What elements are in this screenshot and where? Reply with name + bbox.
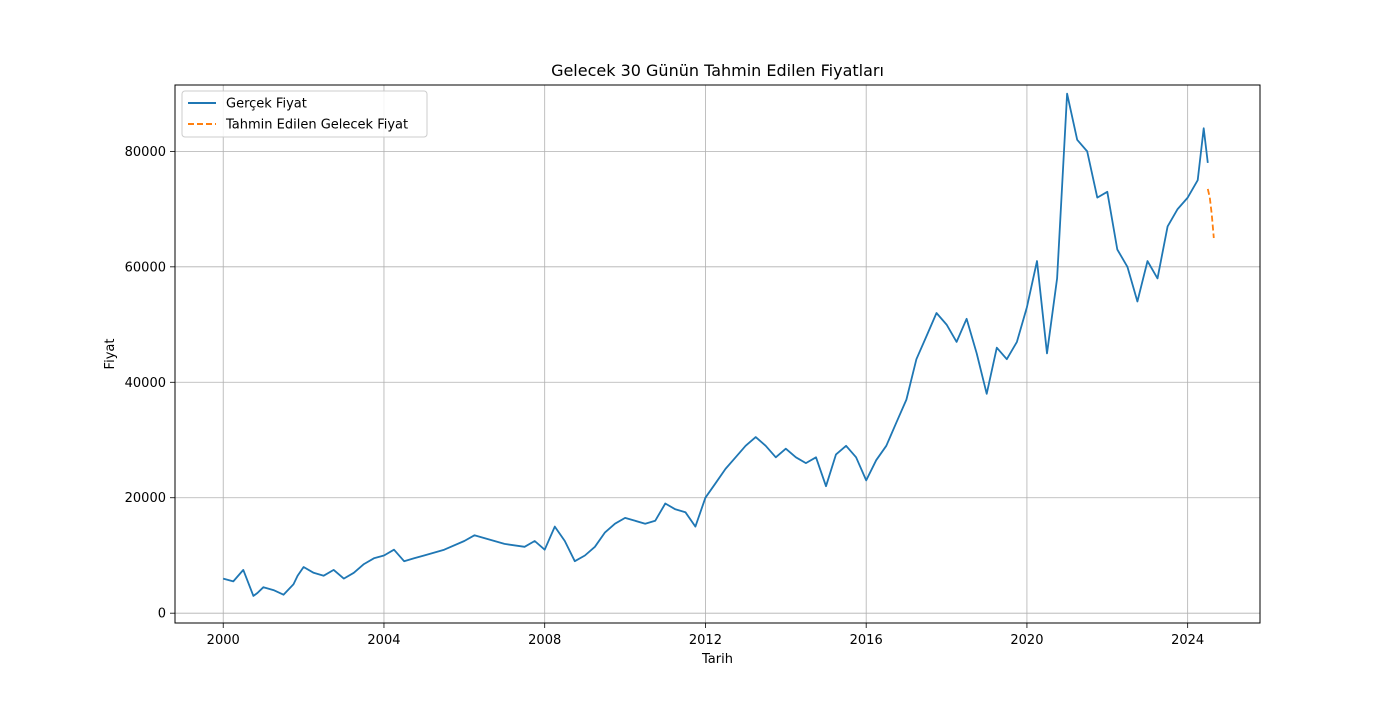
series-line-0 [222, 92, 1209, 597]
x-tick-label: 2024 [1171, 633, 1204, 648]
x-tick-label: 2016 [850, 633, 883, 648]
legend-label-forecast: Tahmin Edilen Gelecek Fiyat [225, 118, 408, 133]
legend: Gerçek Fiyat Tahmin Edilen Gelecek Fiyat [181, 90, 428, 138]
legend-box [181, 90, 428, 138]
x-tick-label: 2020 [1010, 633, 1043, 648]
x-axis: 2000 2004 2008 2012 2016 2020 2024 [207, 623, 1204, 648]
chart-title: Gelecek 30 Günün Tahmin Edilen Fiyatları [551, 61, 884, 80]
x-tick-label: 2000 [207, 633, 240, 648]
x-tick-label: 2004 [367, 633, 400, 648]
y-tick-label: 60000 [125, 260, 166, 275]
grid [175, 85, 1260, 623]
y-tick-label: 0 [158, 607, 166, 622]
y-tick-label: 80000 [125, 145, 166, 160]
series-line-1 [1206, 188, 1215, 239]
series-layer [222, 92, 1215, 597]
y-tick-label: 20000 [125, 491, 166, 506]
y-axis: 0 20000 40000 60000 80000 [125, 145, 175, 622]
x-tick-label: 2012 [689, 633, 722, 648]
x-tick-label: 2008 [528, 633, 561, 648]
x-axis-label: Tarih [701, 652, 733, 667]
legend-label-actual: Gerçek Fiyat [226, 97, 307, 112]
y-tick-label: 40000 [125, 376, 166, 391]
y-axis-label: Fiyat [103, 339, 118, 370]
plot-frame [174, 84, 1261, 624]
